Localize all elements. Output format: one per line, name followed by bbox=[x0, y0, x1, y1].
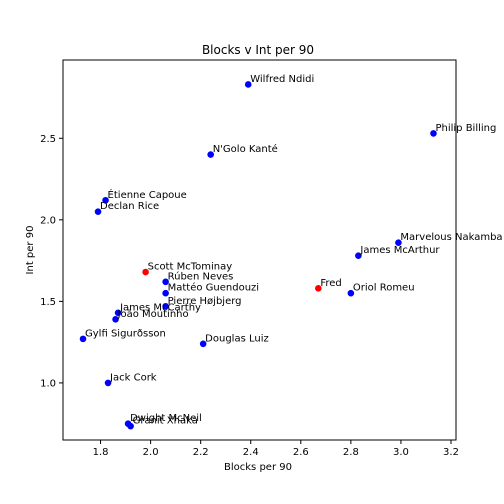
data-point-label: Dwight McNeil bbox=[130, 413, 202, 424]
data-point bbox=[244, 81, 252, 88]
y-axis-ticks: 1.0 1.5 2.0 2.5 bbox=[40, 134, 63, 389]
data-point bbox=[347, 289, 355, 297]
data-point-label: Granit Xhaka bbox=[133, 416, 198, 427]
data-point-label: Scott McTominay bbox=[148, 262, 233, 273]
data-point bbox=[94, 208, 102, 215]
data-point bbox=[315, 285, 322, 292]
data-point-label: João Moutinho bbox=[117, 309, 189, 320]
data-point bbox=[162, 302, 169, 310]
x-tick-label: 3.2 bbox=[443, 447, 459, 458]
data-point bbox=[162, 289, 169, 297]
x-axis-label: Blocks per 90 bbox=[224, 462, 292, 473]
data-point-label: Oriol Romeu bbox=[353, 283, 415, 294]
data-point-label: Marvelous Nakamba bbox=[400, 232, 502, 243]
data-point bbox=[127, 422, 134, 430]
data-point-label: N'Golo Kanté bbox=[213, 143, 278, 155]
y-tick-label: 1.5 bbox=[40, 297, 56, 308]
data-point bbox=[102, 196, 109, 204]
data-point-label: Fred bbox=[320, 278, 341, 289]
data-point bbox=[104, 379, 112, 387]
data-point bbox=[114, 309, 122, 317]
data-point bbox=[199, 340, 207, 348]
data-point-label: Declan Rice bbox=[100, 201, 159, 212]
data-point bbox=[430, 130, 437, 137]
data-point-label: James McArthur bbox=[359, 245, 440, 256]
x-tick-label: 2.0 bbox=[143, 447, 159, 458]
data-point bbox=[79, 335, 87, 343]
data-point-label: James McCarthy bbox=[119, 302, 201, 313]
y-tick-label: 2.0 bbox=[40, 215, 56, 226]
data-points bbox=[79, 81, 437, 430]
data-point-label: Philip Billing bbox=[435, 123, 496, 134]
data-point bbox=[207, 151, 214, 158]
data-point-label: Douglas Luiz bbox=[205, 333, 269, 344]
data-point bbox=[355, 252, 362, 260]
data-point bbox=[112, 316, 119, 323]
x-tick-label: 2.2 bbox=[193, 447, 209, 458]
data-point-labels: Wilfred Ndidi Philip Billing N'Golo Kanté É… bbox=[85, 74, 503, 427]
data-point-label: Rúben Neves bbox=[168, 270, 234, 282]
data-point-label: Jack Cork bbox=[109, 372, 157, 383]
x-tick-label: 2.8 bbox=[343, 447, 359, 458]
data-point bbox=[142, 268, 149, 276]
data-point-label: Mattéo Guendouzi bbox=[168, 282, 259, 294]
y-axis-label: Int per 90 bbox=[25, 226, 36, 275]
x-axis-ticks: 1.8 2.0 2.2 2.4 2.6 2.8 3.0 3.2 bbox=[93, 440, 459, 458]
x-tick-label: 1.8 bbox=[93, 447, 109, 458]
data-point-label: Étienne Capoue bbox=[108, 188, 187, 201]
x-tick-label: 2.6 bbox=[293, 447, 309, 458]
y-tick-label: 1.0 bbox=[40, 378, 56, 389]
x-tick-label: 2.4 bbox=[243, 447, 259, 458]
data-point-label: Gylfi Sigurðsson bbox=[85, 328, 166, 339]
data-point-label: Pierre Højbjerg bbox=[168, 296, 242, 307]
y-tick-label: 2.5 bbox=[40, 134, 56, 145]
plot-area-frame bbox=[62, 59, 457, 441]
x-tick-label: 3.0 bbox=[393, 447, 409, 458]
data-point-label: Wilfred Ndidi bbox=[250, 74, 314, 85]
data-point bbox=[395, 239, 402, 246]
data-point bbox=[162, 278, 169, 286]
chart-title: Blocks v Int per 90 bbox=[202, 43, 314, 57]
